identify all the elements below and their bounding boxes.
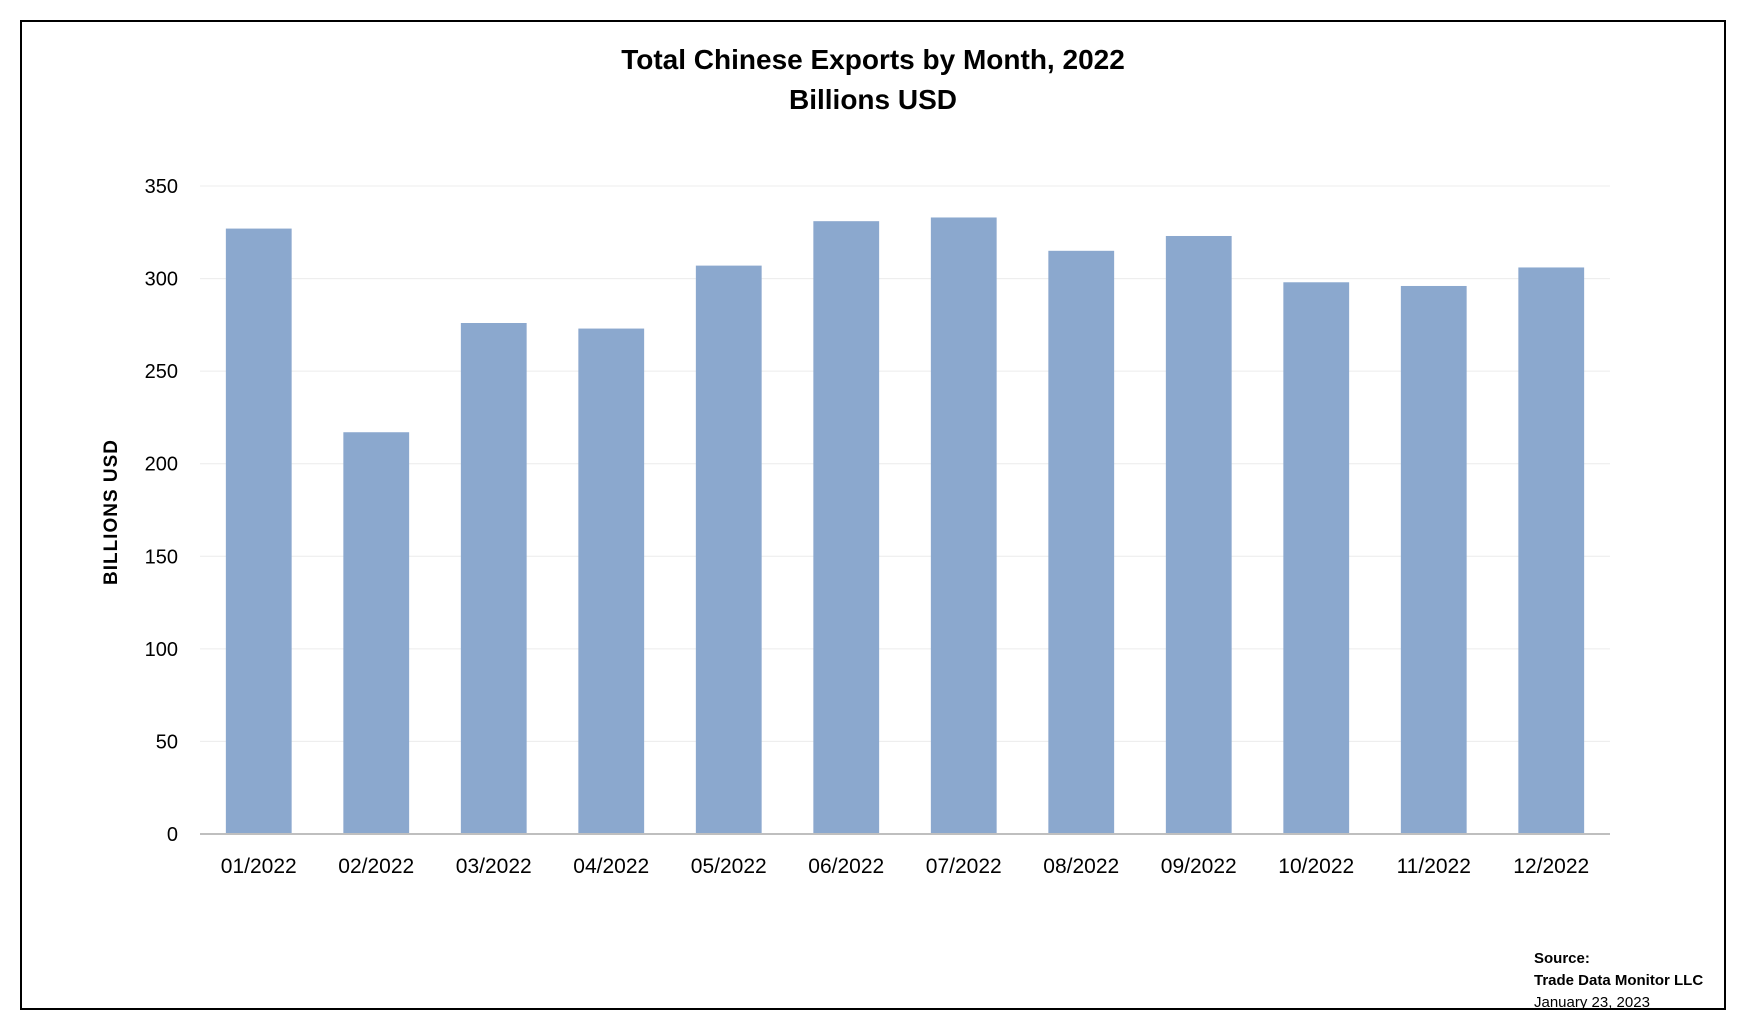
y-tick-label: 100 — [145, 639, 178, 661]
y-tick-label: 0 — [167, 824, 178, 846]
x-tick-label: 12/2022 — [1513, 855, 1589, 878]
x-tick-label: 02/2022 — [338, 855, 414, 878]
x-tick-label: 11/2022 — [1397, 855, 1471, 878]
x-tick-label: 10/2022 — [1278, 855, 1354, 878]
bar — [460, 323, 527, 834]
bar — [343, 432, 410, 834]
source-note: Source: Trade Data Monitor LLC January 2… — [1534, 948, 1703, 1014]
x-tick-label: 06/2022 — [808, 855, 884, 878]
y-tick-label: 350 — [145, 176, 178, 198]
bar — [1518, 267, 1585, 834]
x-tick-label: 07/2022 — [926, 855, 1002, 878]
bar — [1048, 250, 1115, 835]
source-date: January 23, 2023 — [1534, 994, 1650, 1011]
bar — [225, 228, 292, 834]
source-label: Source: — [1534, 950, 1590, 967]
x-tick-label: 05/2022 — [691, 855, 767, 878]
y-tick-label: 50 — [156, 731, 178, 753]
bar — [1400, 285, 1467, 834]
x-tick-label: 01/2022 — [221, 855, 297, 878]
x-tick-label: 04/2022 — [573, 855, 649, 878]
bar — [578, 328, 645, 834]
source-name: Trade Data Monitor LLC — [1534, 972, 1704, 989]
y-tick-label: 250 — [145, 361, 178, 383]
y-tick-label: 150 — [145, 546, 178, 568]
x-tick-label: 09/2022 — [1161, 855, 1237, 878]
y-tick-label: 300 — [145, 269, 178, 291]
chart-title: Total Chinese Exports by Month, 2022 — [621, 44, 1125, 75]
chart-subtitle: Billions USD — [788, 84, 957, 115]
bar — [1165, 235, 1232, 834]
bar — [1283, 282, 1350, 834]
bar — [695, 265, 762, 834]
y-tick-label: 200 — [145, 454, 178, 476]
x-tick-label: 03/2022 — [456, 855, 532, 878]
chart-title-block: Total Chinese Exports by Month, 2022 Bil… — [22, 40, 1724, 120]
x-tick-label: 08/2022 — [1043, 855, 1119, 878]
bar — [813, 221, 880, 835]
bar — [930, 217, 997, 834]
